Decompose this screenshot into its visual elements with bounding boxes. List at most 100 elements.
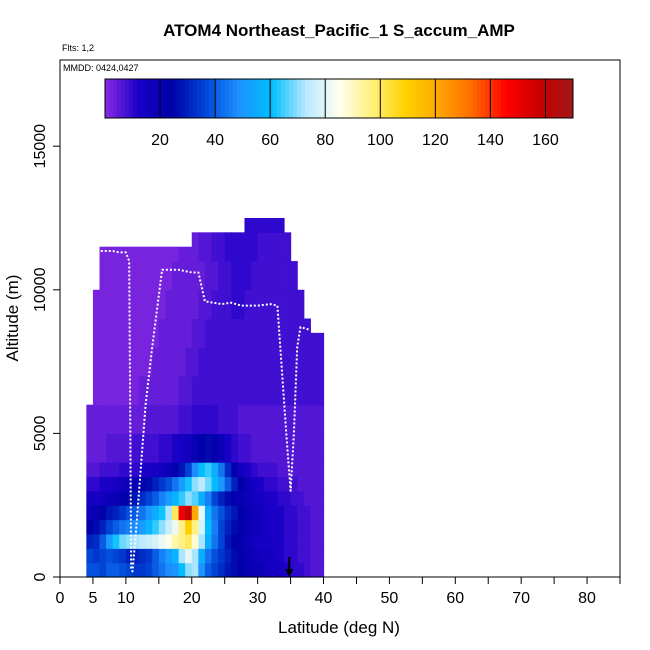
- colorbar-frame: [104, 78, 574, 119]
- heatmap-cell: [303, 404, 311, 434]
- heatmap-cell: [198, 404, 206, 434]
- colorbar-segment: [421, 79, 426, 118]
- colorbar-segment: [293, 79, 298, 118]
- heatmap-cell: [139, 318, 147, 348]
- heatmap-cell: [165, 476, 173, 492]
- heatmap-cell: [218, 404, 226, 434]
- heatmap-cell: [310, 347, 318, 377]
- heatmap-cell: [303, 347, 311, 377]
- heatmap-cell: [139, 519, 147, 535]
- heatmap-cell: [277, 318, 285, 348]
- heatmap-cell: [165, 375, 173, 406]
- heatmap-cell: [119, 347, 127, 377]
- heatmap-cell: [211, 375, 219, 406]
- heatmap-cell: [185, 318, 193, 348]
- heatmap-cell: [310, 519, 318, 535]
- heatmap-cell: [251, 289, 259, 320]
- heatmap-cell: [106, 548, 114, 564]
- heatmap-cell: [158, 375, 167, 406]
- heatmap-cell: [172, 347, 180, 377]
- heatmap-cell: [244, 289, 252, 320]
- heatmap-cell: [106, 462, 114, 478]
- heatmap-cell: [92, 505, 101, 521]
- heatmap-cell: [125, 246, 134, 262]
- heatmap-cell: [185, 533, 193, 549]
- heatmap-cell: [211, 261, 219, 291]
- heatmap-cell: [270, 548, 279, 564]
- colorbar-segment: [349, 79, 354, 118]
- heatmap-cell: [132, 289, 140, 320]
- heatmap-cell: [132, 318, 140, 348]
- heatmap-cell: [264, 462, 272, 478]
- heatmap-cell: [257, 505, 265, 521]
- heatmap-cell: [264, 261, 272, 291]
- heatmap-cell: [310, 404, 318, 434]
- heatmap-cell: [204, 505, 213, 521]
- heatmap-cell: [191, 519, 199, 535]
- colorbar-segment: [137, 79, 142, 118]
- colorbar-segment: [193, 79, 198, 118]
- heatmap-cell: [92, 548, 101, 564]
- dates-label: MMDD: 0424,0427: [63, 63, 139, 73]
- colorbar-segment: [341, 79, 346, 118]
- heatmap-cell: [251, 519, 259, 535]
- x-tick-label: 5: [88, 590, 97, 607]
- heatmap-cell: [106, 375, 114, 406]
- heatmap-cell: [211, 562, 219, 578]
- heatmap-cell: [244, 548, 252, 564]
- flight-track: [92, 250, 311, 573]
- heatmap-cell: [165, 548, 173, 564]
- heatmap-cell: [284, 289, 292, 320]
- heatmap-cell: [99, 347, 107, 377]
- heatmap-cell: [257, 232, 265, 262]
- colorbar-segment: [353, 79, 358, 118]
- heatmap-cell: [158, 505, 167, 521]
- heatmap-cell: [204, 433, 213, 463]
- heatmap-cell: [303, 462, 311, 478]
- heatmap-cell: [112, 289, 120, 320]
- heatmap-cell: [132, 476, 140, 492]
- heatmap-cell: [106, 476, 114, 492]
- heatmap-cell: [303, 548, 311, 564]
- heatmap-cell: [178, 462, 186, 478]
- colorbar-segment: [217, 79, 222, 118]
- heatmap-cell: [198, 289, 206, 320]
- colorbar-segment: [569, 79, 574, 118]
- heatmap-cell: [119, 490, 127, 506]
- chart-title: ATOM4 Northeast_Pacific_1 S_accum_AMP: [163, 21, 515, 40]
- colorbar-segment: [325, 79, 330, 118]
- colorbar-segment: [461, 79, 466, 118]
- y-axis-label: Altitude (m): [3, 275, 22, 362]
- heatmap-cell: [231, 548, 239, 564]
- heatmap-cell: [185, 246, 193, 262]
- heatmap-cell: [198, 347, 206, 377]
- colorbar-tick-label: 120: [422, 132, 449, 149]
- heatmap-cell: [218, 433, 226, 463]
- heatmap-cell: [112, 433, 120, 463]
- heatmap-cell: [310, 505, 318, 521]
- colorbar-segment: [429, 79, 434, 118]
- heatmap-cell: [224, 232, 232, 262]
- heatmap-cell: [99, 548, 107, 564]
- heatmap-cell: [178, 490, 186, 506]
- y-tick-label: 0: [32, 572, 49, 581]
- colorbar-segment: [205, 79, 210, 118]
- heatmap-cell: [264, 519, 272, 535]
- heatmap-cell: [310, 490, 318, 506]
- heatmap-cell: [112, 548, 120, 564]
- heatmap-cell: [290, 375, 298, 406]
- colorbar-segment: [305, 79, 310, 118]
- heatmap-cell: [211, 476, 219, 492]
- heatmap-cell: [277, 519, 285, 535]
- heatmap-cell: [257, 289, 265, 320]
- colorbar-segment: [465, 79, 470, 118]
- colorbar-segment: [309, 79, 314, 118]
- colorbar-segment: [269, 79, 274, 118]
- heatmap-cell: [112, 318, 120, 348]
- heatmap-cell: [99, 433, 107, 463]
- heatmap-cell: [158, 533, 167, 549]
- heatmap-cell: [270, 347, 279, 377]
- heatmap-cell: [145, 433, 153, 463]
- heatmap-cell: [211, 347, 219, 377]
- colorbar-segment: [401, 79, 406, 118]
